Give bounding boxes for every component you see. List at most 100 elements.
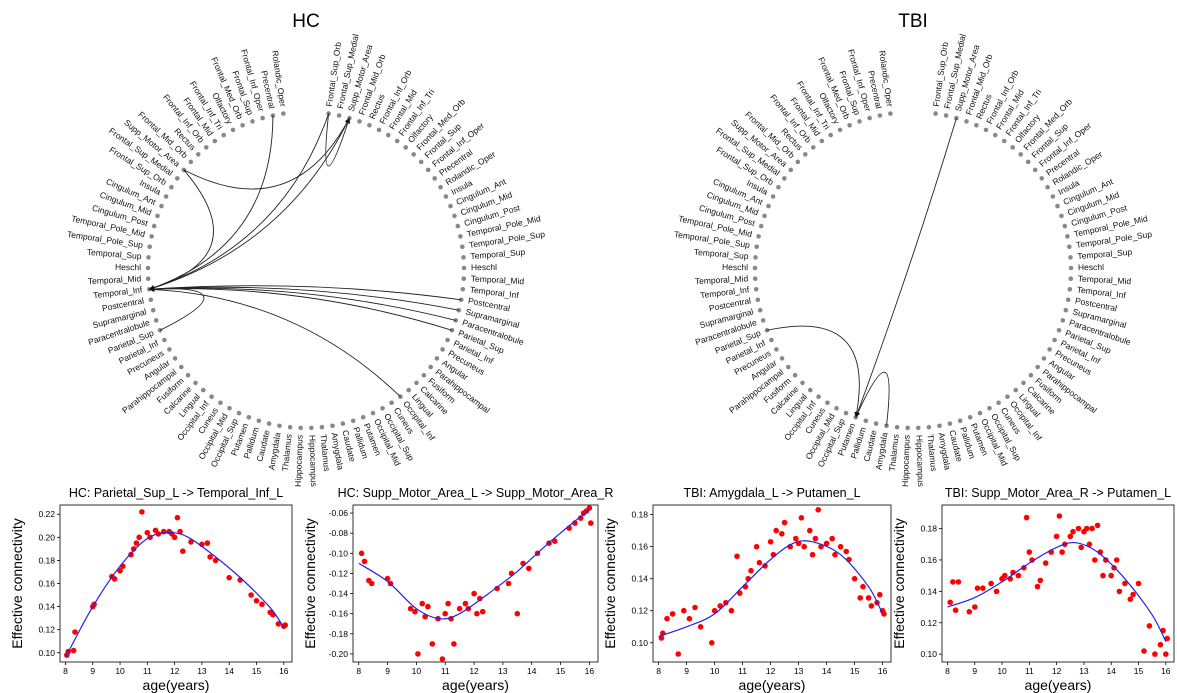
node-label: Thalamus bbox=[887, 434, 901, 472]
plot-frame bbox=[352, 504, 599, 663]
x-tick-label: 15 bbox=[850, 666, 860, 676]
y-tick-label: 0.18 bbox=[920, 524, 937, 534]
connection-edge bbox=[149, 117, 350, 290]
x-tick-label: 11 bbox=[143, 666, 152, 676]
node-dot bbox=[1025, 159, 1031, 165]
y-tick-label: -0.10 bbox=[329, 548, 349, 558]
fit-line bbox=[358, 509, 590, 620]
node-dot bbox=[1013, 387, 1018, 393]
node-dot bbox=[169, 184, 174, 190]
node-dot bbox=[277, 423, 282, 429]
node-dot bbox=[380, 406, 385, 411]
node-label: Heschl bbox=[722, 262, 748, 272]
node-label: Hippocampus bbox=[900, 435, 912, 487]
node-dot bbox=[460, 287, 466, 292]
data-point bbox=[1053, 533, 1060, 540]
y-tick-label: -0.08 bbox=[329, 528, 349, 538]
node-dot bbox=[256, 418, 262, 424]
x-tick-label: 9 bbox=[90, 666, 95, 676]
x-tick-label: 9 bbox=[385, 666, 390, 676]
data-point bbox=[1146, 623, 1153, 629]
y-axis-label: Effective connectivity bbox=[9, 518, 25, 648]
node-dot bbox=[1028, 372, 1034, 378]
node-dot bbox=[1059, 213, 1064, 219]
x-tick-label: 10 bbox=[997, 666, 1007, 676]
data-point bbox=[1034, 583, 1041, 590]
node-dot bbox=[461, 276, 467, 282]
node-dot bbox=[867, 115, 872, 121]
node-label: Thalamus bbox=[318, 434, 332, 472]
data-point bbox=[1135, 580, 1142, 587]
x-axis-label: age(years) bbox=[143, 677, 210, 693]
data-point bbox=[1059, 549, 1065, 555]
connection-edge bbox=[149, 286, 459, 311]
x-tick-label: 10 bbox=[412, 666, 422, 676]
node-dot bbox=[803, 152, 808, 157]
node-dot bbox=[996, 400, 1001, 406]
data-point bbox=[865, 595, 872, 601]
y-tick-label: 0.12 bbox=[631, 606, 648, 616]
data-point bbox=[697, 624, 704, 630]
node-dot bbox=[1068, 255, 1073, 260]
node-dot bbox=[754, 244, 759, 250]
node-dot bbox=[153, 318, 159, 323]
data-point bbox=[993, 588, 1000, 595]
node-dot bbox=[1068, 265, 1074, 271]
data-point bbox=[133, 540, 140, 546]
data-point bbox=[843, 548, 849, 555]
node-dot bbox=[800, 380, 805, 386]
y-tick-label: 0.16 bbox=[38, 579, 55, 589]
y-tick-label: -0.14 bbox=[329, 589, 349, 599]
node-dot bbox=[185, 372, 191, 378]
node-dot bbox=[150, 307, 156, 313]
node-dot bbox=[445, 337, 450, 343]
data-point bbox=[439, 656, 446, 662]
y-tick-label: 0.14 bbox=[631, 574, 648, 584]
data-point bbox=[1089, 525, 1095, 532]
node-dot bbox=[376, 127, 382, 133]
data-point bbox=[1002, 572, 1008, 579]
data-point bbox=[207, 554, 213, 560]
chord-diagram-tbi: TBI Frontal_Sup_OrbFrontal_Sup_MedialSup… bbox=[673, 11, 1152, 487]
node-dot bbox=[172, 356, 178, 361]
node-dot bbox=[816, 394, 821, 400]
node-dot bbox=[162, 337, 167, 343]
node-dot bbox=[370, 410, 376, 416]
data-point bbox=[479, 608, 486, 615]
node-dot bbox=[196, 152, 201, 157]
x-tick-label: 11 bbox=[1025, 666, 1034, 676]
node-dot bbox=[905, 425, 910, 431]
data-point bbox=[174, 514, 181, 521]
node-dot bbox=[460, 244, 465, 250]
node-dot bbox=[828, 132, 833, 138]
data-point bbox=[505, 580, 512, 587]
node-dot bbox=[461, 255, 466, 260]
node-dot bbox=[455, 223, 461, 229]
node-label: Thalamus bbox=[280, 434, 294, 472]
connection-edge bbox=[149, 288, 453, 331]
node-dot bbox=[167, 347, 172, 352]
data-point bbox=[1130, 591, 1136, 598]
x-tick-label: 12 bbox=[170, 666, 180, 676]
data-point bbox=[1026, 549, 1033, 555]
data-point bbox=[471, 590, 477, 597]
node-dot bbox=[993, 132, 998, 138]
node-dot bbox=[770, 194, 776, 199]
node-dot bbox=[458, 234, 463, 239]
y-tick-label: 0.14 bbox=[920, 586, 937, 596]
data-point bbox=[139, 509, 145, 515]
data-point bbox=[669, 611, 676, 617]
node-dot bbox=[888, 111, 893, 116]
y-tick-label: -0.06 bbox=[329, 508, 349, 518]
data-point bbox=[407, 605, 414, 612]
data-point bbox=[815, 507, 821, 513]
node-dot bbox=[240, 123, 245, 128]
y-tick-label: 0.20 bbox=[38, 532, 55, 542]
data-point bbox=[1056, 513, 1063, 519]
node-dot bbox=[1067, 244, 1072, 250]
node-dot bbox=[954, 115, 959, 121]
node-dot bbox=[769, 337, 774, 343]
x-tick-label: 13 bbox=[794, 666, 804, 676]
node-dot bbox=[795, 159, 801, 165]
scatter-plots: HC: Parietal_Sup_L -> Temporal_Inf_L 8 9 10… bbox=[9, 486, 1175, 693]
